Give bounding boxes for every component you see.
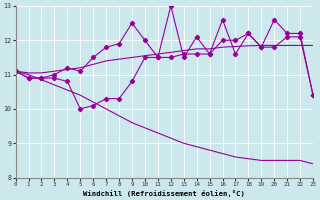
X-axis label: Windchill (Refroidissement éolien,°C): Windchill (Refroidissement éolien,°C): [84, 190, 245, 197]
